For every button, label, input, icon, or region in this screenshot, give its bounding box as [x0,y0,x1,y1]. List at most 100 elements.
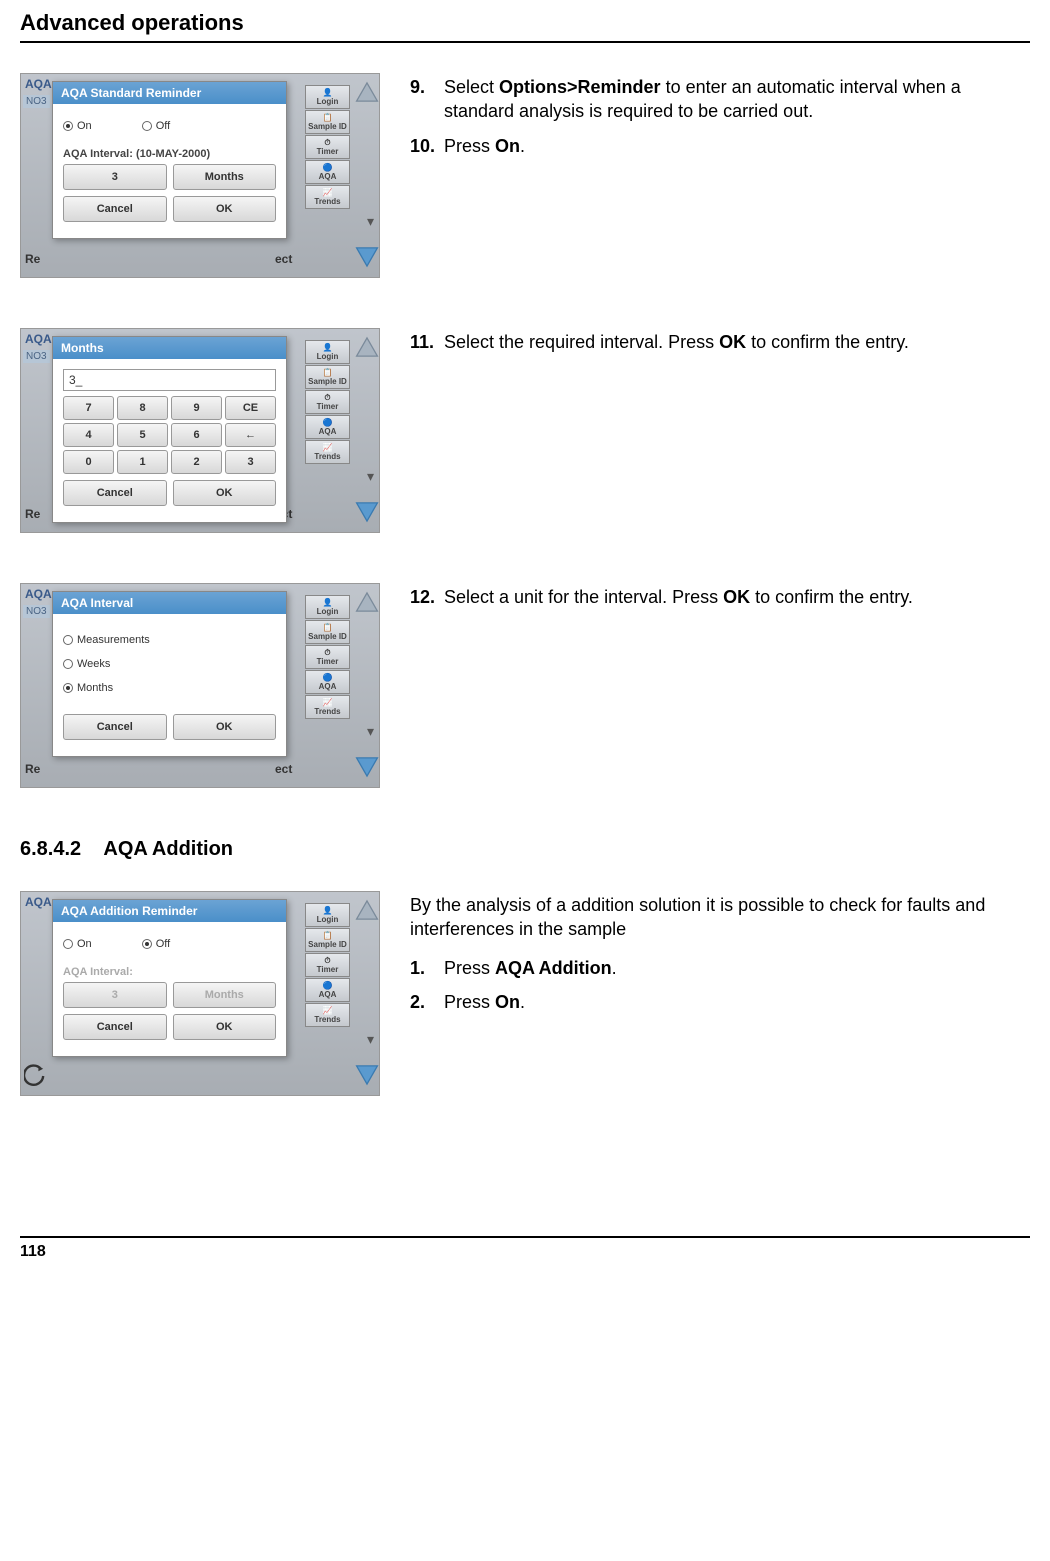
sidebar-login[interactable]: 👤Login [305,903,350,927]
sidebar-timer[interactable]: ⏱Timer [305,953,350,977]
radio-off[interactable]: Off [142,120,170,132]
step-number: 1. [410,956,444,980]
dropdown-icon[interactable]: ▾ [367,723,374,740]
sidebar-login[interactable]: 👤Login [305,340,350,364]
interval-value-button[interactable]: 3 [63,164,167,190]
sidebar-login[interactable]: 👤Login [305,595,350,619]
sidebar-aqa[interactable]: 🔵AQA [305,978,350,1002]
ect-label: ect [275,762,292,776]
cancel-button[interactable]: Cancel [63,480,167,506]
cancel-button[interactable]: Cancel [63,1014,167,1040]
page-title: Advanced operations [20,0,1030,43]
arrow-down-icon[interactable] [354,244,380,270]
arrow-up-icon[interactable] [354,589,380,615]
key-1[interactable]: 1 [117,450,168,474]
ect-label: ect [275,252,292,266]
nos-label: NO3 [23,350,50,363]
step-number: 9. [410,75,444,124]
key-back[interactable]: ← [225,423,276,447]
sidebar-aqa[interactable]: 🔵AQA [305,160,350,184]
dropdown-icon[interactable]: ▾ [367,1031,374,1048]
ok-button[interactable]: OK [173,714,277,740]
re-label: Re [25,762,40,776]
step-number: 11. [410,330,444,354]
radio-weeks[interactable]: Weeks [63,658,276,670]
bg-label: AQA [25,77,52,91]
sidebar-sampleid[interactable]: 📋Sample ID [305,928,350,952]
cancel-button[interactable]: Cancel [63,714,167,740]
ok-button[interactable]: OK [173,480,277,506]
sidebar: 👤Login 📋Sample ID ⏱Timer 🔵AQA 📈Trends [305,340,350,464]
sidebar-sampleid[interactable]: 📋Sample ID [305,365,350,389]
arrow-up-icon[interactable] [354,334,380,360]
modal-title: AQA Standard Reminder [53,82,286,104]
arrow-down-icon[interactable] [354,1062,380,1088]
nos-label: NO3 [23,95,50,108]
modal-title: Months [53,337,286,359]
key-5[interactable]: 5 [117,423,168,447]
ok-button[interactable]: OK [173,196,277,222]
screenshot-addition: AQA 👤Login 📋Sample ID ⏱Timer 🔵AQA 📈Trend… [20,891,380,1096]
dropdown-icon[interactable]: ▾ [367,468,374,485]
radio-months[interactable]: Months [63,682,276,694]
cancel-button[interactable]: Cancel [63,196,167,222]
key-6[interactable]: 6 [171,423,222,447]
radio-on[interactable]: On [63,938,92,950]
interval-value-button: 3 [63,982,167,1008]
arrow-up-icon[interactable] [354,79,380,105]
back-icon[interactable] [24,1064,48,1088]
keypad: 7 8 9 CE 4 5 6 ← 0 1 2 3 [63,396,276,474]
step-text: Press On. [444,134,1030,158]
nos-label: NO3 [23,605,50,618]
key-2[interactable]: 2 [171,450,222,474]
step-number: 2. [410,990,444,1014]
step-text: Press AQA Addition. [444,956,1030,980]
radio-on[interactable]: On [63,120,92,132]
bg-label: AQA [25,332,52,346]
key-ce[interactable]: CE [225,396,276,420]
sidebar-trends[interactable]: 📈Trends [305,695,350,719]
interval-unit-button: Months [173,982,277,1008]
key-9[interactable]: 9 [171,396,222,420]
arrow-down-icon[interactable] [354,499,380,525]
radio-measurements[interactable]: Measurements [63,634,276,646]
sidebar-timer[interactable]: ⏱Timer [305,645,350,669]
modal-title: AQA Interval [53,592,286,614]
step-number: 10. [410,134,444,158]
sidebar-aqa[interactable]: 🔵AQA [305,670,350,694]
sidebar: 👤Login 📋Sample ID ⏱Timer 🔵AQA 📈Trends [305,903,350,1027]
interval-unit-button[interactable]: Months [173,164,277,190]
re-label: Re [25,252,40,266]
sidebar-sampleid[interactable]: 📋Sample ID [305,110,350,134]
modal-months: Months 3_ 7 8 9 CE 4 5 6 ← 0 1 2 [52,336,287,523]
sidebar-aqa[interactable]: 🔵AQA [305,415,350,439]
screenshot-step-12: AQA NO3 Re ect 👤Login 📋Sample ID ⏱Timer … [20,583,380,788]
subsection-heading: 6.8.4.2 AQA Addition [20,838,1030,861]
dropdown-icon[interactable]: ▾ [367,213,374,230]
key-0[interactable]: 0 [63,450,114,474]
step-text: Select a unit for the interval. Press OK… [444,585,1030,609]
key-3[interactable]: 3 [225,450,276,474]
screenshot-step-11: AQA NO3 Re ect 👤Login 📋Sample ID ⏱Timer … [20,328,380,533]
sidebar-login[interactable]: 👤Login [305,85,350,109]
key-8[interactable]: 8 [117,396,168,420]
sidebar-timer[interactable]: ⏱Timer [305,135,350,159]
sidebar-trends[interactable]: 📈Trends [305,1003,350,1027]
re-label: Re [25,507,40,521]
ok-button[interactable]: OK [173,1014,277,1040]
sidebar-trends[interactable]: 📈Trends [305,440,350,464]
modal-addition-reminder: AQA Addition Reminder On Off AQA Interva… [52,899,287,1057]
input-value[interactable]: 3_ [63,369,276,391]
sidebar-timer[interactable]: ⏱Timer [305,390,350,414]
interval-label: AQA Interval: (10-MAY-2000) [63,148,276,160]
modal-interval: AQA Interval Measurements Weeks Months C… [52,591,287,757]
addition-intro: By the analysis of a addition solution i… [410,893,1030,942]
key-4[interactable]: 4 [63,423,114,447]
arrow-up-icon[interactable] [354,897,380,923]
step-text: Press On. [444,990,1030,1014]
sidebar-sampleid[interactable]: 📋Sample ID [305,620,350,644]
radio-off[interactable]: Off [142,938,170,950]
sidebar-trends[interactable]: 📈Trends [305,185,350,209]
key-7[interactable]: 7 [63,396,114,420]
arrow-down-icon[interactable] [354,754,380,780]
